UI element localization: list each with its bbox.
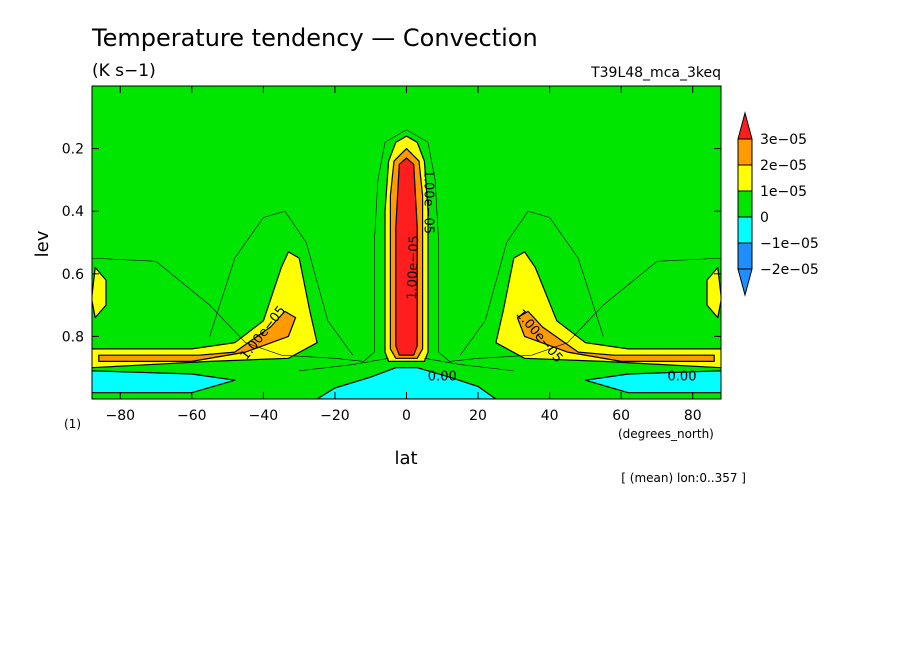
experiment-label: T39L48_mca_3keq: [590, 65, 721, 81]
x-tick-label: −80: [105, 408, 135, 424]
colorbar-arrow-top: [737, 111, 753, 140]
colorbar-swatch-m2_m1: [737, 242, 753, 270]
contour-region-two_3: [516, 310, 715, 362]
colorbar-label: −1e−05: [760, 236, 819, 252]
units-label: (K s−1): [92, 61, 156, 81]
y-tick-label: 0.6: [62, 267, 84, 283]
x-tick-label: 20: [469, 408, 487, 424]
x-tick-label: 0: [402, 408, 411, 424]
x-tick-label: 40: [541, 408, 559, 424]
y-tick-label: 0.4: [62, 204, 84, 220]
colorbar-label: 1e−05: [760, 184, 807, 200]
colorbar-swatch-two_3: [737, 138, 753, 166]
y-axis-label: lev: [32, 230, 53, 257]
colorbar: 3e−05 2e−05 1e−05 0 −1e−05 −2e−05: [737, 111, 819, 297]
colorbar-label: 2e−05: [760, 158, 807, 174]
y-tick-label: 0.2: [62, 142, 84, 158]
contour-region-two_3: [98, 310, 297, 362]
colorbar-label: 0: [760, 210, 769, 226]
chart-title: Temperature tendency — Convection: [91, 24, 538, 52]
averaging-note: [ (mean) lon:0..357 ]: [621, 471, 746, 485]
x-tick-label: −40: [249, 408, 279, 424]
x-tick-label: −20: [320, 408, 350, 424]
contour-line: [92, 129, 721, 362]
contour-label: 0.00: [668, 370, 697, 385]
x-axis: −80 −60 −40 −20 0 20 40 60 80: [105, 86, 702, 424]
contour-line: [209, 210, 354, 356]
colorbar-swatch-m1_0: [737, 216, 753, 244]
x-tick-label: 60: [612, 408, 630, 424]
y-units-label: (1): [64, 417, 81, 431]
contour-line: [424, 358, 514, 372]
plot-area: [92, 86, 721, 399]
contour-lines: [92, 129, 721, 372]
x-tick-label: −60: [177, 408, 207, 424]
contour-line: [299, 358, 389, 372]
y-axis: 0.2 0.4 0.6 0.8: [62, 142, 721, 345]
y-tick-label: 0.8: [62, 329, 84, 345]
x-axis-label: lat: [394, 448, 417, 469]
contour-region-m1_0: [92, 370, 236, 394]
contour-region-m1_0: [316, 367, 497, 399]
contour-region-m1_0: [584, 370, 721, 394]
colorbar-label: −2e−05: [760, 262, 819, 278]
contour-line: [459, 210, 604, 356]
colorbar-swatch-zero_1: [737, 190, 753, 218]
contour-label: 1.00e−05: [420, 170, 435, 234]
x-tick-label: 80: [684, 408, 702, 424]
x-units-label: (degrees_north): [618, 427, 714, 441]
contour-label: 0.00: [428, 370, 457, 385]
contour-label: 1.00e−05: [405, 235, 422, 300]
colorbar-arrow-bottom: [737, 268, 753, 297]
colorbar-swatch-one_2: [737, 164, 753, 192]
colorbar-label: 3e−05: [760, 132, 807, 148]
contour-region-above_3: [395, 157, 418, 356]
